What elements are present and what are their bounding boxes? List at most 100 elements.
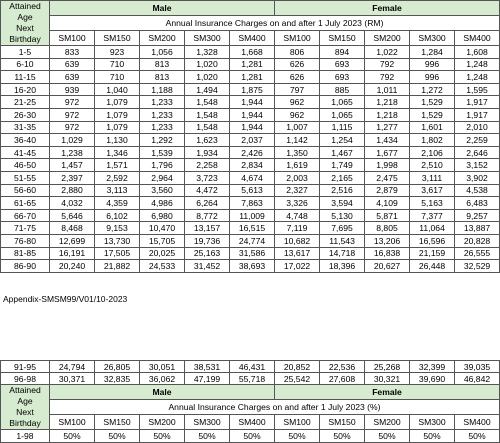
charge-cell: 1,065 bbox=[319, 107, 366, 122]
table-row: 81-85 16,191 17,505 20,025 25,163 31,586 13,61… bbox=[0, 246, 500, 261]
charge-cell: 16,191 bbox=[49, 246, 95, 261]
charge-cell: 2,592 bbox=[94, 170, 140, 185]
table-row: 91-95 24,794 26,805 30,051 38,531 46,431 20,85… bbox=[0, 359, 500, 374]
charge-cell: 7,119 bbox=[274, 221, 321, 235]
charge-cell: 4,472 bbox=[184, 183, 230, 198]
charge-cell: 693 bbox=[319, 57, 366, 72]
charge-cell: 4,986 bbox=[139, 196, 185, 210]
age-band-cell: 51-55 bbox=[0, 170, 50, 185]
charge-cell: 16,838 bbox=[364, 246, 411, 261]
charge-cell: 2,258 bbox=[184, 158, 230, 172]
charge-cell: 4,032 bbox=[49, 196, 95, 210]
charge-cell: 5,130 bbox=[319, 208, 366, 223]
charge-cell: 47,199 bbox=[184, 372, 230, 386]
header-row-subtitle: Annual Insurance Charges on and after 1 … bbox=[1, 399, 500, 416]
plan-header: SM300 bbox=[184, 30, 230, 46]
charge-cell: 710 bbox=[94, 57, 140, 72]
charge-cell: 797 bbox=[274, 82, 321, 97]
charge-cell: 1,022 bbox=[364, 45, 411, 59]
charge-cell: 710 bbox=[94, 70, 140, 84]
age-band-cell: 66-70 bbox=[0, 208, 50, 223]
charge-cell: 972 bbox=[49, 107, 95, 122]
charge-cell: 972 bbox=[49, 95, 95, 109]
charge-cell: 46,431 bbox=[229, 359, 275, 374]
charge-cell: 5,613 bbox=[228, 183, 276, 198]
table-row: 51-55 2,397 2,592 2,964 3,723 4,674 2,003 2,165… bbox=[0, 170, 500, 185]
charge-cell: 1,277 bbox=[364, 120, 411, 135]
table-row: 76-80 12,699 13,730 15,705 19,736 24,774 10,68… bbox=[0, 233, 500, 248]
charge-cell: 894 bbox=[319, 45, 366, 59]
charge-cell: 1,284 bbox=[409, 45, 456, 59]
charge-cell: 626 bbox=[274, 70, 321, 84]
table-row: 6-10 639 710 813 1,020 1,281 626 693 792 996 1,248 bbox=[0, 57, 500, 72]
charge-cell: 1,115 bbox=[319, 120, 366, 135]
charge-cell: 31,586 bbox=[228, 246, 276, 261]
charge-cell: 2,397 bbox=[49, 170, 95, 185]
age-band-cell: 81-85 bbox=[0, 246, 50, 261]
charge-cell: 792 bbox=[364, 70, 411, 84]
charge-cell: 1,238 bbox=[49, 145, 95, 160]
charge-cell: 939 bbox=[49, 82, 95, 97]
charge-cell: 1,944 bbox=[228, 107, 276, 122]
table-row: 71-75 8,468 9,153 10,470 13,157 16,515 7,119 7,… bbox=[0, 221, 500, 235]
charge-cell: 13,617 bbox=[274, 246, 321, 261]
charge-cell: 36,062 bbox=[139, 372, 185, 386]
charge-cell: 4,748 bbox=[274, 208, 321, 223]
charge-cell: 1,328 bbox=[184, 45, 230, 59]
charge-cell: 1,934 bbox=[184, 145, 230, 160]
plan-header: SM200 bbox=[139, 414, 185, 431]
charge-cell: 1,457 bbox=[49, 158, 95, 172]
charge-cell: 3,617 bbox=[409, 183, 456, 198]
insurance-charges-table-continued: 91-95 24,794 26,805 30,051 38,531 46,431 20,85… bbox=[0, 359, 500, 443]
charge-cell: 50% bbox=[319, 429, 365, 443]
charge-cell: 30,051 bbox=[139, 359, 185, 374]
table-row: 31-35 972 1,079 1,233 1,548 1,944 1,007 1,115 1,… bbox=[0, 120, 500, 135]
charge-cell: 25,163 bbox=[184, 246, 230, 261]
plan-header: SM300 bbox=[409, 30, 456, 46]
charge-cell: 13,730 bbox=[94, 233, 140, 248]
charge-cell: 1,079 bbox=[94, 95, 140, 109]
female-header: Female bbox=[274, 0, 500, 16]
charge-cell: 24,794 bbox=[49, 359, 95, 374]
annual-charges-subtitle: Annual Insurance Charges on and after 1 … bbox=[48, 15, 500, 31]
charge-cell: 3,326 bbox=[274, 196, 321, 210]
age-band-cell: 26-30 bbox=[0, 107, 50, 122]
charge-cell: 1,998 bbox=[364, 158, 411, 172]
charge-cell: 30,371 bbox=[49, 372, 95, 386]
table-row: 96-98 30,371 32,835 36,062 47,199 55,718 25,54… bbox=[0, 372, 500, 386]
charge-cell: 626 bbox=[274, 57, 321, 72]
plan-header: SM150 bbox=[319, 30, 366, 46]
charge-cell: 1,007 bbox=[274, 120, 321, 135]
plan-header: SM400 bbox=[454, 30, 500, 46]
charge-cell: 1,281 bbox=[228, 70, 276, 84]
table-row: 21-25 972 1,079 1,233 1,548 1,944 962 1,065 1,21… bbox=[0, 95, 500, 109]
charge-cell: 639 bbox=[49, 57, 95, 72]
charge-cell: 11,543 bbox=[319, 233, 366, 248]
plan-header: SM400 bbox=[229, 414, 275, 431]
charge-cell: 2,259 bbox=[454, 133, 500, 147]
charge-cell: 39,690 bbox=[409, 372, 455, 386]
charge-cell: 813 bbox=[139, 57, 185, 72]
age-band-cell: 36-40 bbox=[0, 133, 50, 147]
header-row-plans: SM100 SM150 SM200 SM300 SM400 SM100 SM150 SM200… bbox=[1, 414, 500, 431]
charge-cell: 1,248 bbox=[454, 57, 500, 72]
charge-cell: 1,079 bbox=[94, 120, 140, 135]
charge-cell: 1,079 bbox=[94, 107, 140, 122]
charge-cell: 1,346 bbox=[94, 145, 140, 160]
charge-cell: 962 bbox=[274, 107, 321, 122]
charge-cell: 1,749 bbox=[319, 158, 366, 172]
charge-cell: 2,880 bbox=[49, 183, 95, 198]
charge-cell: 2,964 bbox=[139, 170, 185, 185]
table-row: 56-60 2,880 3,113 3,560 4,472 5,613 2,327 2,516… bbox=[0, 183, 500, 198]
charge-cell: 1,188 bbox=[139, 82, 185, 97]
charge-cell: 19,736 bbox=[184, 233, 230, 248]
appendix-reference: Appendix-SMSM99/V01/10-2023 bbox=[3, 294, 128, 304]
charge-cell: 1,548 bbox=[184, 95, 230, 109]
charge-cell: 25,268 bbox=[364, 359, 410, 374]
charge-cell: 30,321 bbox=[364, 372, 410, 386]
charge-cell: 1,539 bbox=[139, 145, 185, 160]
charge-cell: 17,505 bbox=[94, 246, 140, 261]
charge-cell: 1,218 bbox=[364, 95, 411, 109]
charge-cell: 16,596 bbox=[409, 233, 456, 248]
charge-cell: 18,396 bbox=[319, 259, 366, 273]
